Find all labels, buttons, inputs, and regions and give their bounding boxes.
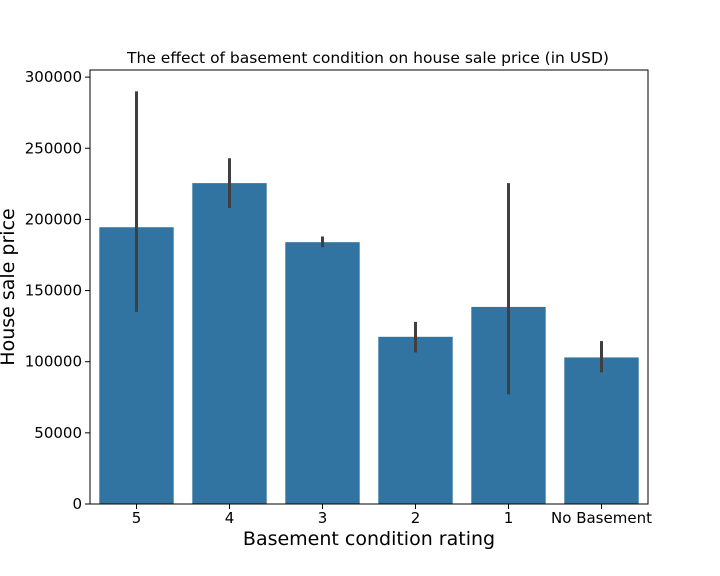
bar-3: [285, 242, 360, 504]
y-tick-label: 150000: [25, 282, 82, 300]
y-tick-label: 50000: [34, 424, 82, 442]
x-tick-label: 3: [318, 509, 328, 527]
plot-frame: [89, 69, 649, 505]
x-tick-label: No Basement: [551, 509, 652, 527]
y-axis: 0 50000 100000 150000 200000 250000 300000: [25, 68, 90, 513]
x-tick-label: 2: [411, 509, 421, 527]
x-axis-label: Basement condition rating: [243, 528, 495, 550]
y-tick-label: 100000: [25, 353, 82, 371]
y-tick-label: 0: [72, 495, 82, 513]
y-tick-label: 300000: [25, 68, 82, 86]
error-bars-layer: [135, 91, 603, 395]
bar-2: [378, 336, 453, 504]
x-tick-label: 4: [225, 509, 235, 527]
x-axis: 5 4 3 2 1 No Basement: [132, 504, 652, 527]
y-axis-label: House sale price: [0, 208, 19, 365]
chart-title: The effect of basement condition on hous…: [126, 49, 609, 67]
x-tick-label: 1: [504, 509, 514, 527]
bar-no-basement: [564, 357, 639, 504]
bar-4: [192, 183, 267, 505]
y-tick-label: 250000: [25, 139, 82, 157]
x-tick-label: 5: [132, 509, 142, 527]
bars-layer: [99, 183, 639, 505]
y-tick-label: 200000: [25, 210, 82, 228]
